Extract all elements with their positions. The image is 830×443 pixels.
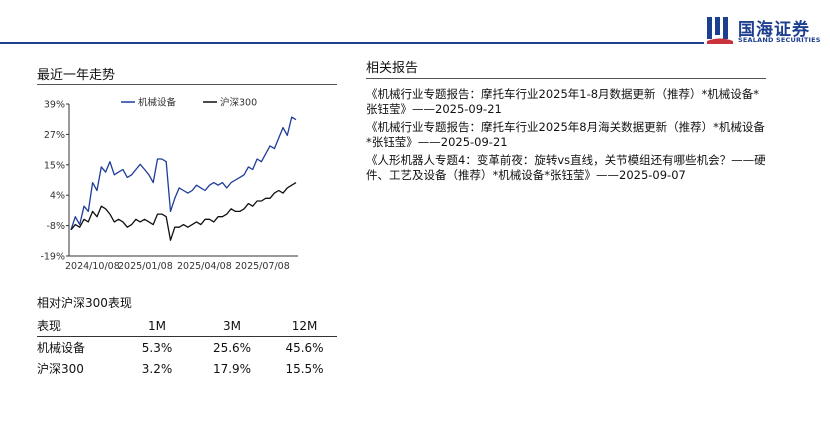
table-header-cell: 12M [291, 318, 318, 333]
report-link[interactable]: 《机械行业专题报告：摩托车行业2025年1-8月数据更新（推荐）*机械设备*张钰… [366, 87, 760, 116]
table-header-cell: 3M [223, 318, 241, 333]
table-cell: 3.2% [141, 361, 173, 376]
table-row: 沪深300 3.2% 17.9% 15.5% [37, 358, 337, 379]
y-tick-label: 39% [44, 100, 65, 111]
table-row: 机械设备 5.3% 25.6% 45.6% [37, 337, 337, 359]
y-tick-label: 4% [50, 191, 65, 202]
table-cell: 17.9% [212, 361, 252, 376]
table-cell: 沪深300 [37, 362, 84, 376]
table-cell: 15.5% [285, 361, 324, 376]
header-rule [0, 42, 704, 44]
y-tick-label: -8% [47, 221, 66, 232]
related-reports-title: 相关报告 [366, 61, 419, 76]
legend-label: 机械设备 [138, 97, 177, 109]
reports-title-rule [366, 78, 766, 79]
series-line-2 [70, 182, 297, 241]
x-tick-label: 2025/07/08 [235, 261, 290, 272]
report-link[interactable]: 《机械行业专题报告：摩托车行业2025年8月海关数据更新（推荐）*机械设备*张钰… [366, 120, 765, 149]
relative-performance-title: 相对沪深300表现 [37, 296, 132, 310]
table-cell: 25.6% [212, 340, 252, 355]
company-logo: 国海证券 SEALAND SECURITIES [706, 14, 824, 48]
y-tick-label: -19% [40, 252, 65, 263]
logo-text-cn: 国海证券 [738, 20, 810, 40]
table-cell: 5.3% [141, 340, 173, 355]
x-tick-label: 2025/04/08 [177, 261, 232, 272]
x-tick-label: 2025/01/08 [118, 261, 173, 272]
trend-chart: 39% 27% 15% 4% -8% -19% 2024/10/08 2025/01/08 20… [36, 92, 346, 282]
table-cell: 45.6% [285, 340, 324, 355]
logo-text-en: SEALAND SECURITIES [738, 36, 821, 44]
trend-title-rule [37, 84, 337, 85]
series-line-1 [70, 116, 297, 231]
x-tick-label: 2024/10/08 [65, 261, 120, 272]
table-header-cell: 表现 [37, 319, 62, 333]
table-cell: 机械设备 [37, 341, 86, 355]
trend-section-title: 最近一年走势 [37, 68, 116, 83]
relative-performance-table: 表现 1M 3M 12M 机械设备 5.3% 25.6% 45.6% 沪深300… [37, 315, 337, 379]
related-reports-list: 《机械行业专题报告：摩托车行业2025年1-8月数据更新（推荐）*机械设备*张钰… [366, 87, 766, 186]
table-header-row: 表现 1M 3M 12M [37, 315, 337, 337]
sealand-logo-icon [707, 17, 733, 44]
legend-label: 沪深300 [220, 97, 257, 109]
table-header-cell: 1M [148, 318, 166, 333]
y-tick-label: 15% [44, 160, 65, 171]
y-tick-label: 27% [44, 130, 65, 141]
report-link[interactable]: 《人形机器人专题4：变革前夜：旋转vs直线，关节模组还有哪些机会？——硬件、工艺… [366, 153, 766, 182]
